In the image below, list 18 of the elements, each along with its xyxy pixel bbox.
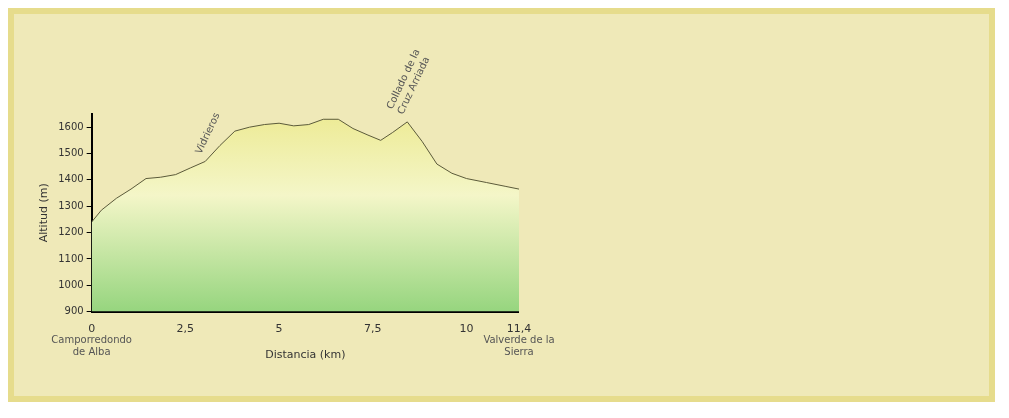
y-tick-label: 1500 [58,147,84,159]
y-tick-label: 1400 [58,173,84,185]
x-tick-label: 0 [88,322,96,336]
y-tick-label: 1100 [58,252,84,264]
y-tick-label: 900 [64,305,84,317]
x-tick-label: 5 [275,322,283,336]
y-tick-label: 1600 [58,120,84,132]
x-axis-title: Distancia (km) [265,348,346,362]
y-tick-label: 1300 [58,199,84,211]
x-tick-label: 7,5 [364,322,382,336]
y-tick-label: 1000 [58,278,84,290]
x-tick-label: 11,4 [506,322,532,336]
y-tick-label: 1200 [58,226,84,238]
x-tick-label: 2,5 [176,322,195,336]
annotation: Valverde de la Sierra [483,334,555,358]
annotation: Camporredondo de Alba [51,334,132,358]
x-tick-label: 10 [459,322,474,336]
y-axis-title: Altitud (m) [37,183,51,243]
